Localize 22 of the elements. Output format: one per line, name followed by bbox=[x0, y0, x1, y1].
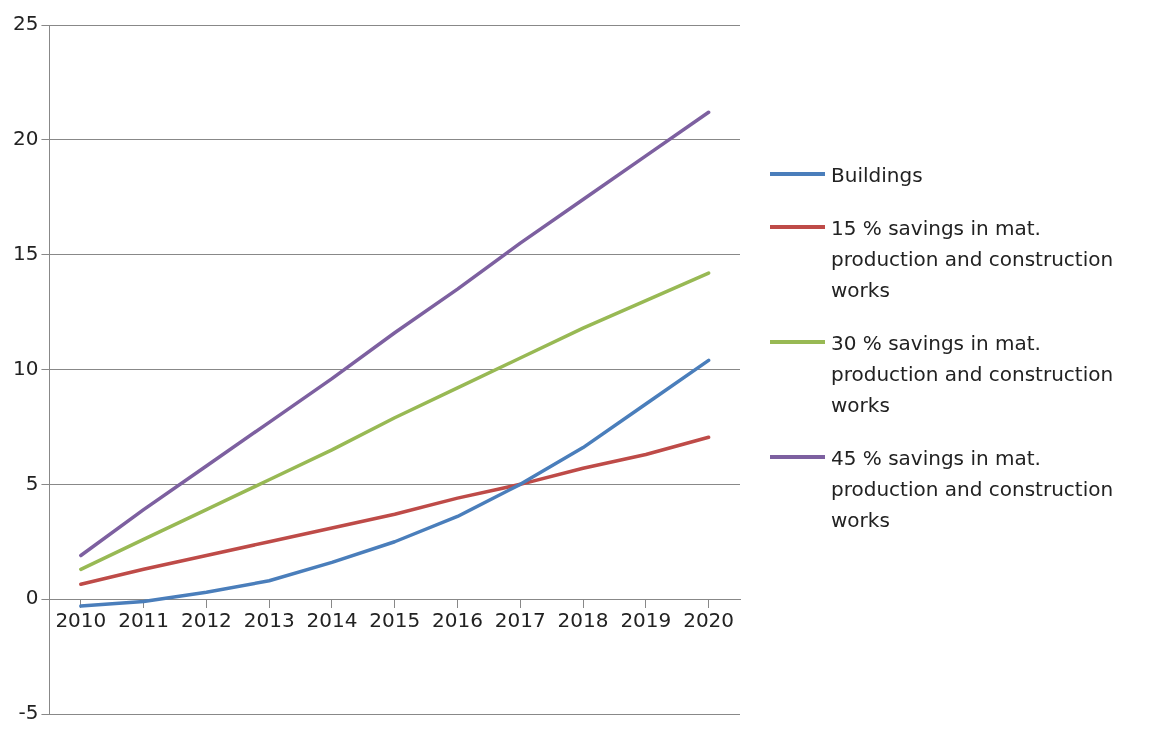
x-tick-label: 2014 bbox=[306, 608, 358, 633]
y-tick-label: 15 bbox=[13, 240, 39, 265]
y-tick-label: 25 bbox=[13, 11, 39, 36]
legend-label: 30 % savings in mat. production and construction works bbox=[831, 330, 1115, 419]
x-tick-label: 2017 bbox=[494, 608, 546, 633]
x-tick-label: 2020 bbox=[683, 608, 735, 633]
legend-label: Buildings bbox=[831, 162, 924, 189]
legend-label: 45 % savings in mat. production and construction works bbox=[831, 445, 1115, 534]
x-tick-label: 2010 bbox=[55, 608, 107, 633]
x-tick-label: 2013 bbox=[243, 608, 295, 633]
x-tick-label: 2015 bbox=[369, 608, 421, 633]
y-tick-label: 0 bbox=[25, 585, 39, 610]
legend-label: 15 % savings in mat. production and construction works bbox=[831, 215, 1115, 304]
x-tick-label: 2012 bbox=[180, 608, 232, 633]
y-tick-label: 5 bbox=[25, 470, 39, 495]
x-tick-label: 2016 bbox=[432, 608, 483, 633]
x-tick-label: 2019 bbox=[620, 608, 672, 633]
y-tick-label: -5 bbox=[18, 700, 39, 725]
y-tick-label: 20 bbox=[13, 126, 39, 151]
y-tick-label: 10 bbox=[13, 355, 39, 380]
x-tick-label: 2018 bbox=[557, 608, 609, 633]
x-tick-label: 2011 bbox=[118, 608, 170, 633]
